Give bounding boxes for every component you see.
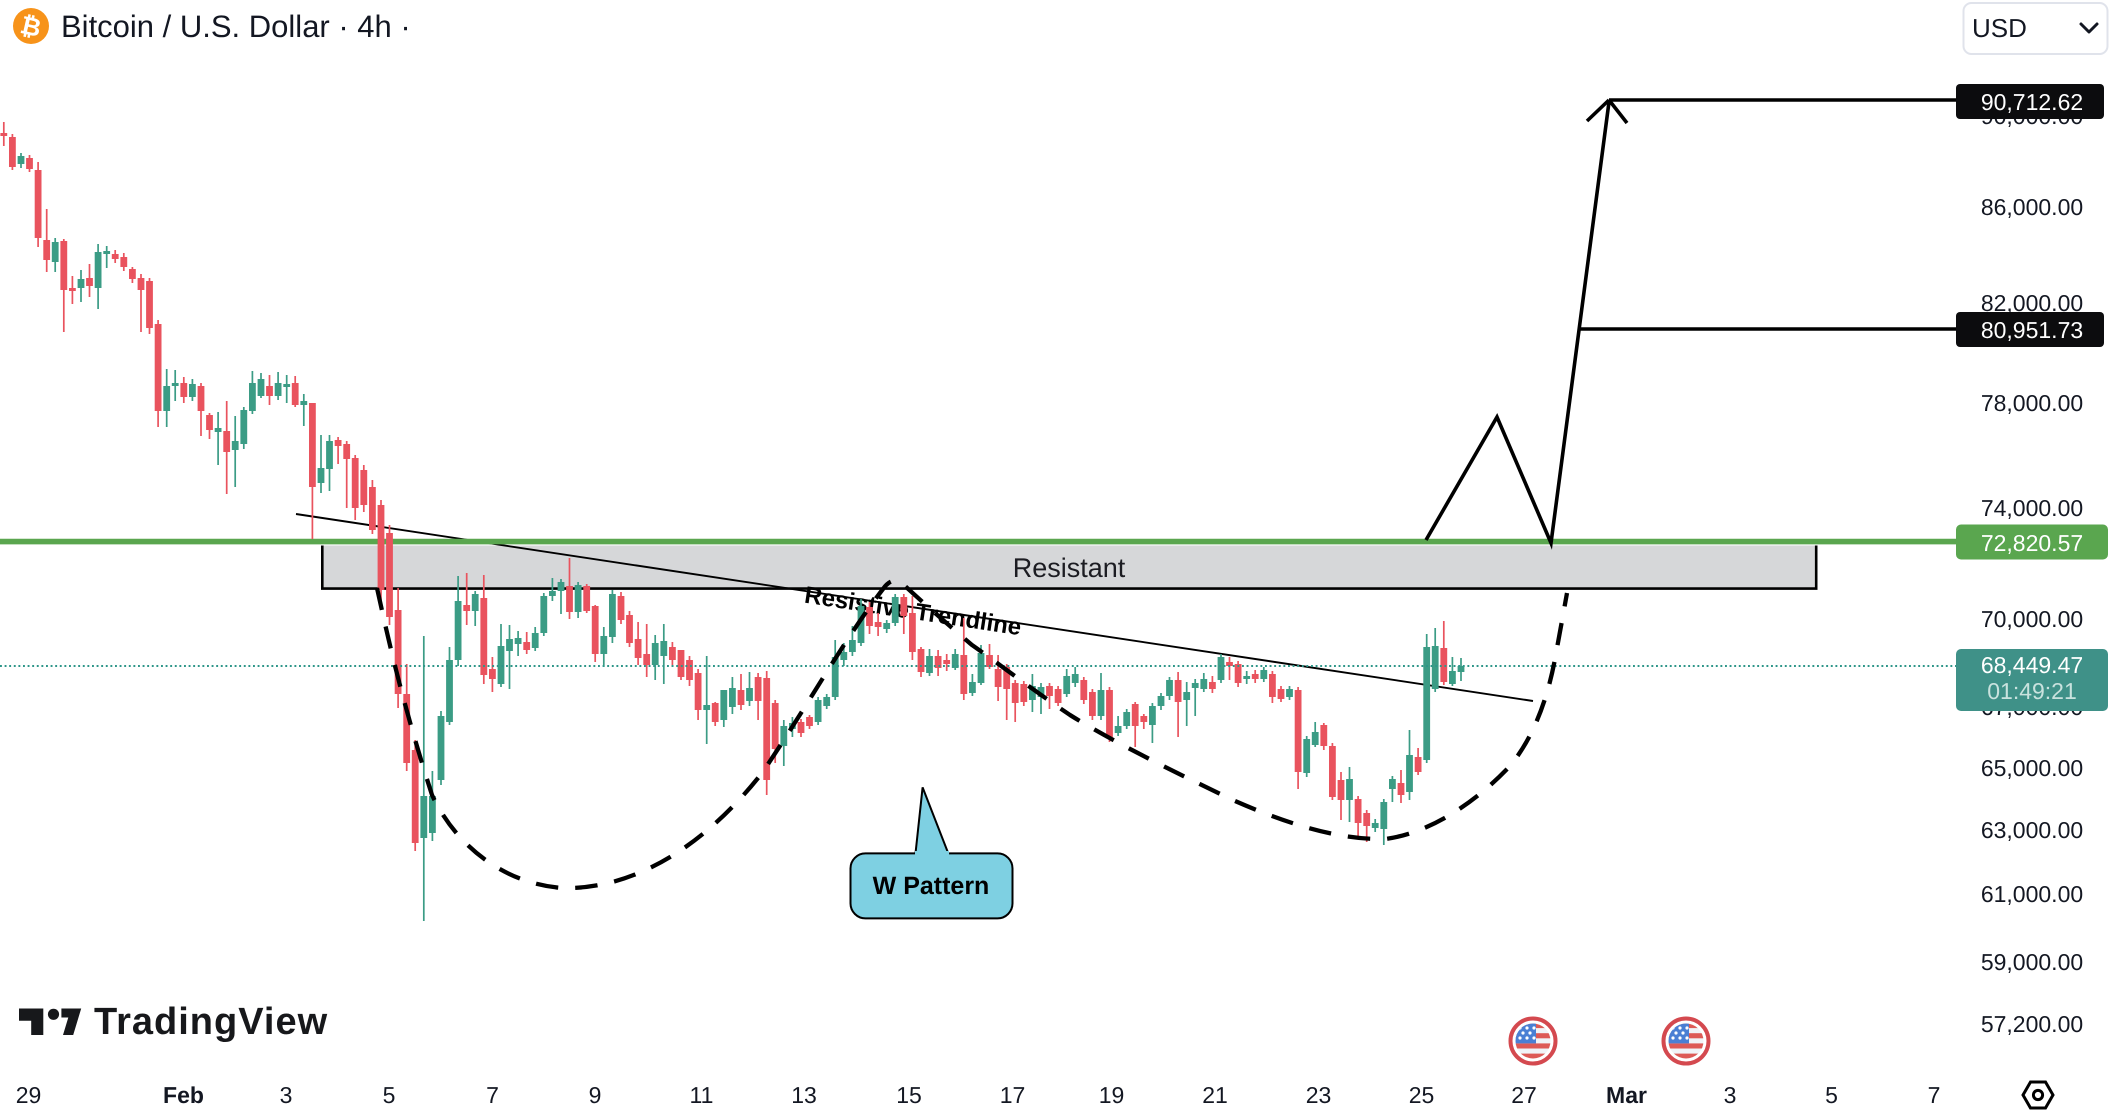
svg-text:82,000.00: 82,000.00 xyxy=(1981,290,2083,316)
svg-text:7: 7 xyxy=(486,1082,499,1108)
svg-text:72,820.57: 72,820.57 xyxy=(1981,530,2083,556)
svg-text:21: 21 xyxy=(1202,1082,1228,1108)
svg-text:80,951.73: 80,951.73 xyxy=(1981,317,2083,343)
svg-text:29: 29 xyxy=(16,1082,42,1108)
svg-text:3: 3 xyxy=(1724,1082,1737,1108)
svg-text:11: 11 xyxy=(690,1082,714,1108)
svg-text:23: 23 xyxy=(1306,1082,1332,1108)
svg-text:Resistant: Resistant xyxy=(1013,553,1126,583)
svg-text:63,000.00: 63,000.00 xyxy=(1981,817,2083,843)
svg-text:70,000.00: 70,000.00 xyxy=(1981,606,2083,632)
svg-text:5: 5 xyxy=(383,1082,396,1108)
svg-text:Feb: Feb xyxy=(163,1082,204,1108)
svg-text:15: 15 xyxy=(896,1082,922,1108)
svg-text:7: 7 xyxy=(1928,1082,1941,1108)
svg-text:Bitcoin / U.S. Dollar · 4h ·: Bitcoin / U.S. Dollar · 4h · xyxy=(61,9,411,44)
svg-text:59,000.00: 59,000.00 xyxy=(1981,949,2083,975)
svg-text:90,712.62: 90,712.62 xyxy=(1981,89,2083,115)
svg-text:86,000.00: 86,000.00 xyxy=(1981,194,2083,220)
svg-text:USD: USD xyxy=(1972,13,2027,43)
svg-text:25: 25 xyxy=(1409,1082,1435,1108)
svg-text:5: 5 xyxy=(1825,1082,1838,1108)
svg-text:57,200.00: 57,200.00 xyxy=(1981,1011,2083,1037)
svg-text:TradingView: TradingView xyxy=(94,1001,328,1043)
svg-text:Mar: Mar xyxy=(1606,1082,1647,1108)
svg-text:74,000.00: 74,000.00 xyxy=(1981,495,2083,521)
svg-text:W Pattern: W Pattern xyxy=(873,872,990,900)
svg-text:61,000.00: 61,000.00 xyxy=(1981,881,2083,907)
svg-text:9: 9 xyxy=(589,1082,602,1108)
svg-text:65,000.00: 65,000.00 xyxy=(1981,755,2083,781)
svg-text:17: 17 xyxy=(1000,1082,1026,1108)
svg-text:13: 13 xyxy=(791,1082,817,1108)
svg-text:27: 27 xyxy=(1511,1082,1537,1108)
svg-text:3: 3 xyxy=(280,1082,293,1108)
svg-text:01:49:21: 01:49:21 xyxy=(1987,678,2077,704)
svg-text:19: 19 xyxy=(1099,1082,1125,1108)
svg-text:68,449.47: 68,449.47 xyxy=(1981,652,2083,678)
svg-text:78,000.00: 78,000.00 xyxy=(1981,390,2083,416)
